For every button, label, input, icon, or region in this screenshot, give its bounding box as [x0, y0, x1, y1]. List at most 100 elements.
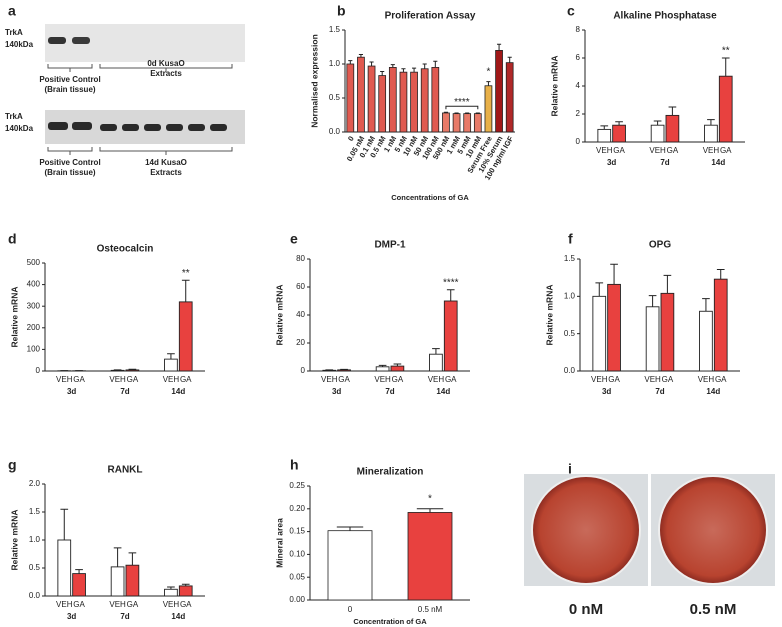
y-tick-label: 0 — [36, 366, 41, 375]
error-bar — [128, 552, 137, 566]
y-tick-label: 1.0 — [564, 291, 576, 300]
bar — [327, 530, 373, 601]
error-bar — [167, 586, 175, 590]
series-label: VEH — [698, 375, 715, 384]
series-label: VEH — [596, 146, 613, 155]
annotation: * — [428, 493, 432, 504]
error-bar — [648, 295, 657, 307]
chart-title: Proliferation Assay — [385, 11, 476, 22]
bar — [72, 573, 86, 597]
series-label: VEH — [56, 375, 73, 384]
error-bar — [615, 121, 623, 126]
error-bar — [348, 60, 353, 64]
y-tick-label: 1.5 — [564, 254, 576, 263]
error-bar — [721, 57, 730, 77]
series-label: VEH — [649, 146, 666, 155]
x-tick-label: 7d — [385, 387, 394, 396]
y-axis-label: Normalised expression — [309, 34, 319, 128]
bar — [442, 112, 450, 133]
error-bar — [486, 81, 491, 86]
series-label: VEH — [374, 375, 391, 384]
bar — [429, 353, 443, 372]
bar — [473, 113, 482, 133]
error-bar — [432, 348, 440, 355]
bar — [484, 85, 493, 133]
annotation: **** — [443, 277, 459, 288]
panel-label: i — [568, 461, 572, 477]
chart-title: Alkaline Phosphatase — [613, 11, 717, 22]
y-tick-label: 2.0 — [29, 479, 41, 488]
series-label: GA — [392, 375, 404, 384]
error-bar — [411, 67, 417, 73]
series-label: GA — [338, 375, 350, 384]
blot-band — [122, 124, 139, 131]
panel-label: c — [567, 3, 575, 19]
error-bar — [336, 526, 364, 531]
series-label: GA — [613, 146, 625, 155]
error-bar — [595, 282, 604, 297]
series-label: VEH — [591, 375, 608, 384]
annotation: ** — [722, 46, 730, 57]
significance-bracket — [445, 105, 479, 110]
x-tick-label: 0 — [348, 605, 353, 614]
series-label: VEH — [321, 375, 338, 384]
error-bar — [702, 298, 710, 312]
bar — [505, 62, 514, 133]
blot-band — [100, 124, 117, 131]
series-label: GA — [608, 375, 620, 384]
bar — [178, 301, 193, 372]
annotation: * — [486, 66, 490, 77]
bar — [718, 75, 733, 143]
y-tick-label: 8 — [576, 25, 581, 34]
y-tick-label: 0.25 — [289, 481, 305, 490]
bar — [431, 67, 440, 133]
series-label: VEH — [703, 146, 720, 155]
marker-name: TrkA — [5, 112, 23, 121]
bracket — [47, 147, 233, 155]
panel-label: b — [337, 3, 346, 19]
y-tick-label: 4 — [576, 81, 581, 90]
bar — [713, 278, 728, 372]
error-bar — [507, 56, 512, 63]
x-tick-label: 7d — [120, 387, 129, 396]
error-bar — [380, 70, 385, 76]
bar — [645, 306, 660, 372]
error-bar — [416, 508, 444, 513]
bar — [178, 585, 193, 597]
bar — [125, 369, 140, 372]
x-tick-label: 14d — [171, 387, 185, 396]
series-label: VEH — [163, 375, 180, 384]
series-label: GA — [180, 600, 192, 609]
control-label: Positive Control — [39, 75, 100, 84]
chart-title: Osteocalcin — [97, 244, 154, 255]
bar — [346, 63, 355, 133]
error-bar — [378, 364, 387, 367]
bar — [660, 292, 675, 372]
y-tick-label: 80 — [296, 254, 305, 263]
chart-title: DMP-1 — [374, 240, 406, 251]
y-tick-label: 40 — [296, 310, 305, 319]
error-bar — [443, 111, 449, 113]
y-tick-label: 0.0 — [29, 591, 41, 600]
series-label: GA — [445, 375, 457, 384]
annotation: ** — [182, 268, 190, 279]
extract-label: 14d KusaO — [145, 158, 187, 167]
y-tick-label: 0.00 — [289, 595, 305, 604]
y-tick-label: 200 — [27, 323, 41, 332]
x-tick-label: 14d — [711, 158, 725, 167]
error-bar — [340, 368, 348, 370]
error-bar — [653, 120, 662, 126]
series-label: VEH — [163, 600, 180, 609]
x-tick-label: 14d — [436, 387, 450, 396]
error-bar — [668, 106, 677, 116]
y-axis-label: Relative mRNA — [544, 285, 554, 346]
y-tick-label: 0 — [301, 366, 306, 375]
blot-band — [48, 37, 66, 44]
well — [531, 475, 641, 585]
y-tick-label: 60 — [296, 282, 305, 291]
series-label: VEH — [428, 375, 445, 384]
blot-band — [188, 124, 205, 131]
series-label: GA — [127, 375, 139, 384]
bar — [665, 114, 680, 143]
